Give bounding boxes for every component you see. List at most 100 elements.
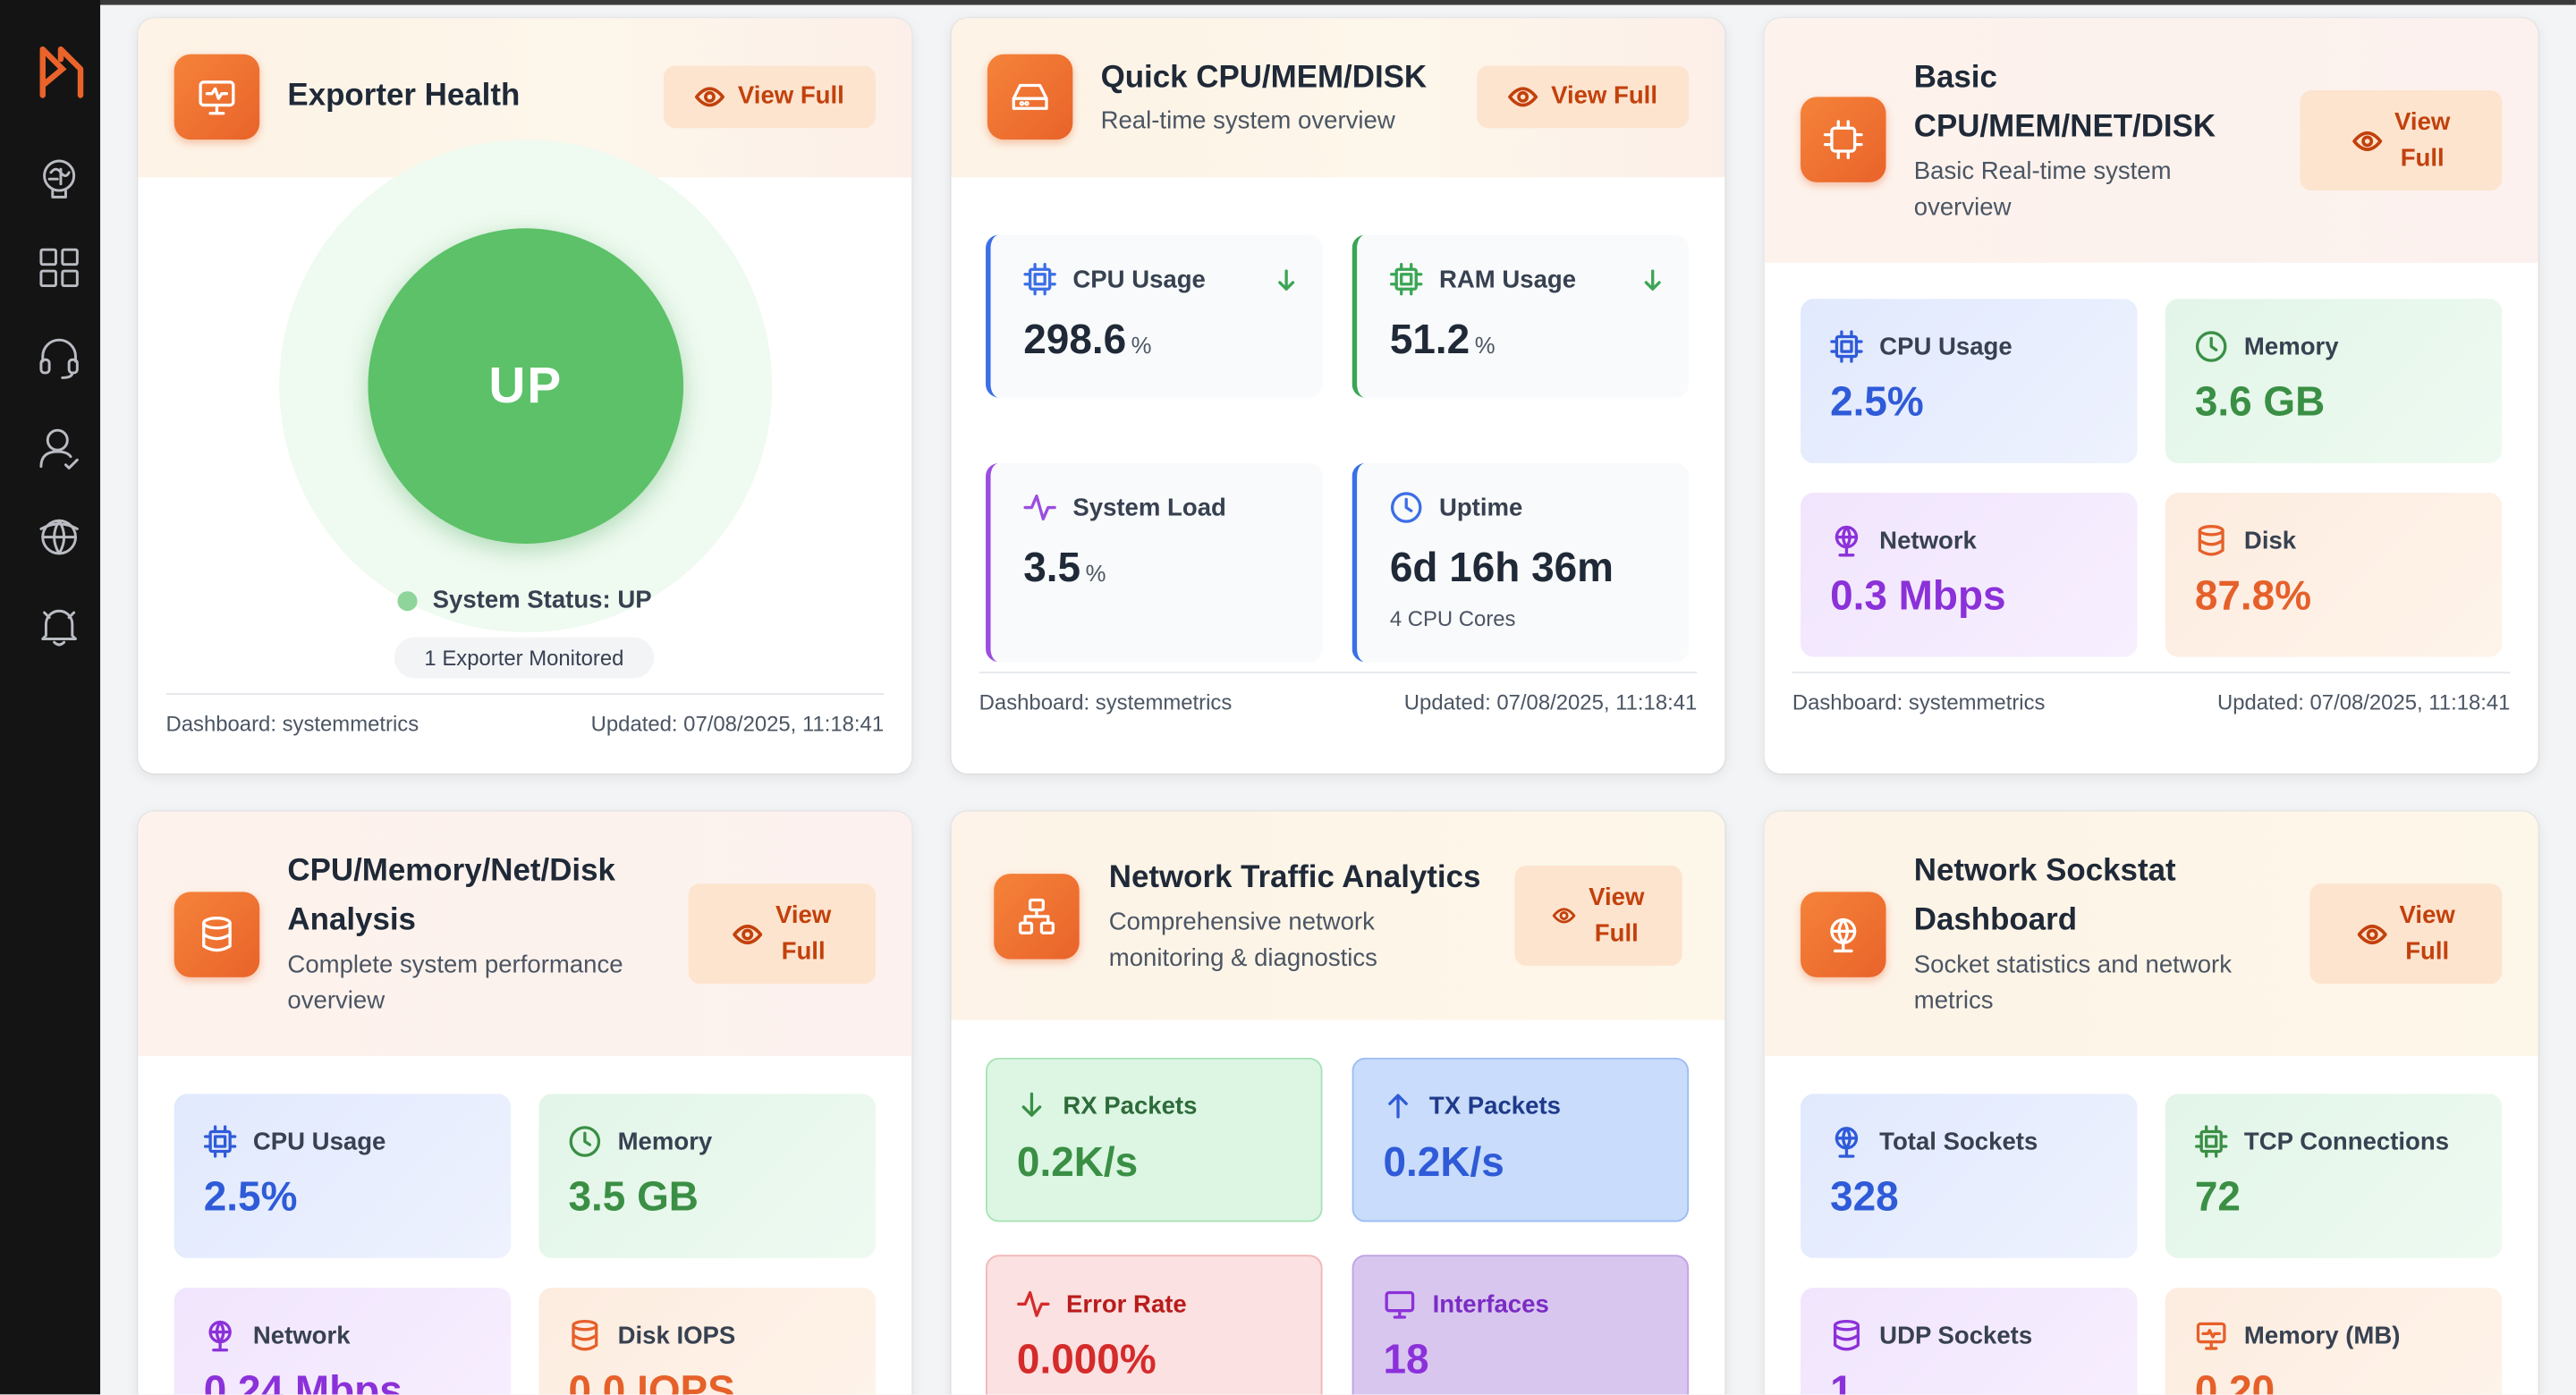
- network-label-row: Network: [204, 1319, 351, 1352]
- network-label: Network: [1879, 526, 1977, 554]
- system-load-value: 3.5: [1023, 545, 1081, 592]
- cpu-usage-label-row: CPU Usage: [203, 1125, 386, 1158]
- basic-cpu-mem-net-disk-card: Basic CPU/MEM/NET/DISK Basic Real-time s…: [1764, 18, 2538, 774]
- network-tile: Network 0.24 Mbps: [174, 1287, 512, 1395]
- card-title: Network Traffic Analytics: [1108, 860, 1481, 896]
- network-icon: [1018, 898, 1055, 934]
- app-logo[interactable]: [38, 46, 87, 98]
- clock-icon: [569, 1126, 601, 1157]
- card-subtitle-line-1: Complete system performance: [287, 951, 623, 979]
- dashboard-label: Dashboard: systemmetrics: [979, 689, 1233, 714]
- arrow-down-icon: [1278, 269, 1295, 291]
- card-subtitle-line-2: overview: [1913, 193, 2012, 222]
- cpu-usage-tile: CPU Usage 2.5%: [174, 1094, 512, 1258]
- user-icon: [39, 428, 79, 469]
- card-footer: Dashboard: systemmetrics Updated: 07/08/…: [979, 672, 1698, 731]
- cpu-icon: [1830, 330, 1863, 363]
- disk-label-row: Disk: [2195, 524, 2296, 557]
- rx-packets-label: RX Packets: [1063, 1091, 1198, 1120]
- chip-icon: [2195, 1125, 2228, 1158]
- tcp-connections-label: TCP Connections: [2243, 1127, 2450, 1156]
- globe-icon: [208, 1320, 232, 1352]
- sidebar-item-brain[interactable]: [35, 155, 84, 204]
- disk-iops-label-row: Disk IOPS: [568, 1319, 735, 1352]
- bell-icon: [41, 609, 77, 647]
- card-subtitle-line-2: monitoring & diagnostics: [1108, 944, 1377, 973]
- total-sockets-value: 328: [1830, 1174, 1899, 1221]
- globe-icon: [1830, 917, 1857, 953]
- error-rate-label-row: Error Rate: [1017, 1288, 1187, 1321]
- card-title-line-2: CPU/MEM/NET/DISK: [1913, 110, 2216, 145]
- card-subtitle-line-2: metrics: [1913, 986, 1994, 1016]
- network-value: 0.24 Mbps: [203, 1367, 402, 1395]
- brain-icon: [43, 159, 76, 199]
- network-tile: Network 0.3 Mbps: [1801, 493, 2138, 657]
- card-icon: [174, 892, 260, 977]
- database-icon: [2198, 525, 2224, 556]
- view-full-button[interactable]: View Full: [1514, 865, 1682, 966]
- udp-sockets-tile: UDP Sockets 1: [1801, 1287, 2138, 1395]
- cpu-icon: [1023, 263, 1056, 296]
- view-full-button[interactable]: View Full: [2300, 90, 2503, 191]
- view-full-button[interactable]: View Full: [2309, 884, 2503, 985]
- cpu-memory-net-disk-analysis-card: CPU/Memory/Net/Disk Analysis Complete sy…: [138, 811, 912, 1395]
- cpu-usage-label-row: CPU Usage: [1023, 263, 1206, 296]
- clock-icon: [2195, 331, 2227, 362]
- cpu-usage-tile: CPU Usage 2.5%: [1801, 299, 2138, 463]
- error-rate-label: Error Rate: [1066, 1289, 1187, 1318]
- network-label: Network: [252, 1321, 351, 1349]
- memory-tile: Memory 3.6 GB: [2165, 299, 2503, 463]
- sidebar-item-support[interactable]: [35, 334, 84, 383]
- sidebar-item-alerts[interactable]: [35, 601, 84, 650]
- memory-label: Memory: [2243, 332, 2339, 361]
- database-icon: [572, 1319, 598, 1351]
- system-load-label-row: System Load: [1023, 491, 1226, 524]
- tcp-connections-value: 72: [2194, 1174, 2241, 1221]
- sidebar-item-users[interactable]: [35, 424, 84, 473]
- disk-iops-tile: Disk IOPS 0.0 IOPS: [538, 1287, 876, 1395]
- cpu-usage-unit: %: [1131, 332, 1152, 359]
- cpu-usage-label: CPU Usage: [1879, 332, 2012, 361]
- interfaces-tile: Interfaces 18: [1352, 1255, 1690, 1395]
- memory-value: 3.6 GB: [2194, 379, 2326, 426]
- network-traffic-analytics-card: Network Traffic Analytics Comprehensive …: [951, 811, 1725, 1395]
- system-status-label: System Status: UP: [432, 586, 652, 614]
- error-rate-tile: Error Rate 0.000%: [986, 1255, 1323, 1395]
- chip-icon: [1390, 263, 1423, 296]
- memory-mb-value: 0.20: [2194, 1367, 2275, 1395]
- uptime-label: Uptime: [1438, 493, 1523, 522]
- interfaces-label: Interfaces: [1432, 1289, 1549, 1318]
- view-full-button[interactable]: View Full: [664, 65, 876, 129]
- view-full-label-line-1: View: [1589, 883, 1645, 911]
- card-subtitle-line-1: Comprehensive network: [1108, 908, 1375, 936]
- card-subtitle-line-1: Basic Real-time system: [1913, 157, 2172, 186]
- cpu-usage-value: 2.5%: [1830, 379, 1924, 426]
- card-subtitle-line-2: overview: [287, 986, 386, 1016]
- disk-iops-value: 0.0 IOPS: [568, 1367, 735, 1395]
- arrow-down-icon: [1021, 1092, 1042, 1117]
- card-icon: [994, 874, 1080, 960]
- view-full-label-line-1: View: [775, 900, 832, 929]
- sidebar-item-dashboards[interactable]: [35, 243, 84, 292]
- sidebar-item-network[interactable]: [35, 512, 84, 562]
- card-icon: [174, 54, 260, 140]
- view-full-label-line-1: View: [2399, 900, 2455, 929]
- eye-icon: [1508, 87, 1538, 107]
- memory-mb-label-row: Memory (MB): [2195, 1319, 2400, 1352]
- view-full-button[interactable]: View Full: [1477, 65, 1690, 129]
- memory-label: Memory: [617, 1127, 713, 1156]
- view-full-button[interactable]: View Full: [688, 884, 876, 985]
- top-border: [0, 0, 2576, 5]
- card-title-line-1: Network Sockstat: [1913, 854, 2176, 889]
- network-label-row: Network: [1830, 524, 1977, 557]
- ram-usage-metric: RAM Usage 51.2%: [1352, 234, 1690, 398]
- interfaces-value: 18: [1383, 1337, 1429, 1383]
- tx-packets-label-row: TX Packets: [1384, 1091, 1561, 1120]
- view-full-label-line-2: Full: [1594, 918, 1639, 947]
- cpu-icon: [1823, 120, 1863, 159]
- card-title-line-2: Dashboard: [1913, 903, 2078, 938]
- cpu-icon: [203, 1125, 237, 1158]
- updated-label: Updated: 07/08/2025, 11:18:41: [590, 711, 885, 736]
- memory-mb-tile: Memory (MB) 0.20: [2165, 1287, 2503, 1395]
- card-icon: [1801, 892, 1886, 977]
